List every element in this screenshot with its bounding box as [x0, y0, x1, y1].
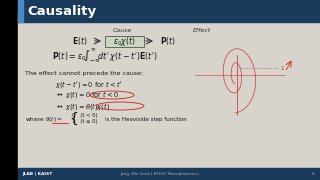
Text: where $\theta(t) =$: where $\theta(t) =$	[25, 116, 63, 125]
Bar	[18, 0, 23, 22]
Text: $\leftrightarrow\ \chi(t) = \theta(t)\chi(t)$: $\leftrightarrow\ \chi(t) = \theta(t)\ch…	[55, 100, 110, 111]
Text: $\mathbf{E}(t)$: $\mathbf{E}(t)$	[72, 35, 88, 47]
Text: Jang, Min Seok | EE647 Nanophotonics: Jang, Min Seok | EE647 Nanophotonics	[121, 172, 199, 176]
Text: The effect cannot precede the cause:: The effect cannot precede the cause:	[25, 71, 143, 75]
Bar	[18, 14, 320, 168]
Text: {: {	[69, 112, 78, 126]
Text: $\mathbf{P}(t) = \varepsilon_0\!\int_{-\infty}^{\infty}\!dt^\prime\,\chi(t-t^\pr: $\mathbf{P}(t) = \varepsilon_0\!\int_{-\…	[52, 47, 158, 65]
Text: 6: 6	[311, 172, 314, 176]
Text: 1: 1	[280, 66, 284, 71]
Text: Cause: Cause	[112, 28, 132, 33]
Text: Effect: Effect	[193, 28, 211, 33]
Text: $\chi(t-t^\prime) = 0\ \mathrm{for}\ t < t^\prime$: $\chi(t-t^\prime) = 0\ \mathrm{for}\ t <…	[55, 78, 123, 89]
Text: $\mathbf{P}(t)$: $\mathbf{P}(t)$	[160, 35, 176, 47]
Text: $\varepsilon_0\chi(t)$: $\varepsilon_0\chi(t)$	[113, 35, 135, 48]
Text: 0   (t < 0): 0 (t < 0)	[72, 114, 98, 118]
Text: $\leftrightarrow\ \chi(t) = 0\ \mathrm{for}\ t < 0$: $\leftrightarrow\ \chi(t) = 0\ \mathrm{f…	[55, 89, 119, 100]
Text: Causality: Causality	[27, 4, 96, 17]
Bar	[0, 0, 18, 180]
Text: 1   (t ≥ 0): 1 (t ≥ 0)	[72, 120, 98, 125]
FancyBboxPatch shape	[105, 35, 143, 46]
Bar	[18, 168, 320, 180]
Text: JLAB | KAIST: JLAB | KAIST	[22, 172, 52, 176]
Bar	[18, 0, 320, 22]
Text: is the Heaviside step function: is the Heaviside step function	[105, 118, 187, 123]
